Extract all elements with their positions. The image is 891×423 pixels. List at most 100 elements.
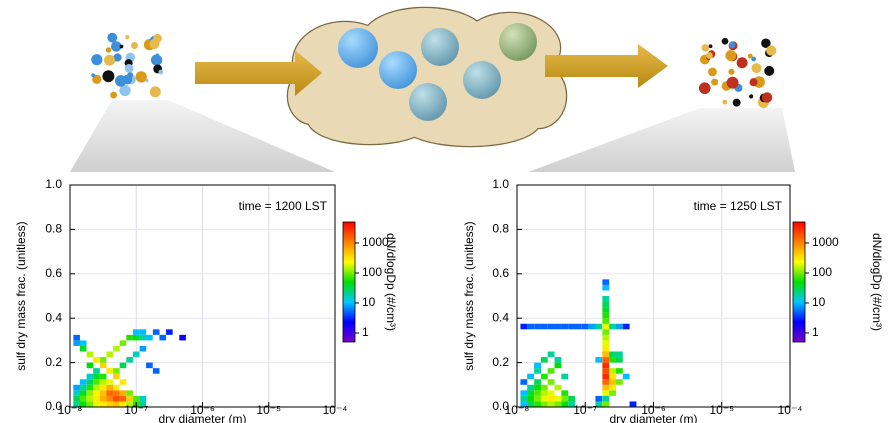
particle <box>130 41 139 50</box>
particle <box>103 54 115 66</box>
heatmap-cell <box>93 373 100 380</box>
heatmap-cell <box>99 390 107 396</box>
particle <box>102 70 115 83</box>
heatmap-cell <box>602 340 610 346</box>
arrow <box>545 44 668 88</box>
heatmap-cell <box>139 345 147 352</box>
heatmap-cell <box>602 312 610 319</box>
particle <box>751 56 757 62</box>
particle <box>110 41 122 52</box>
particle <box>708 44 713 49</box>
heatmap-cell <box>622 323 630 330</box>
heatmap-cell <box>119 401 127 407</box>
heatmap-cell <box>534 395 541 402</box>
heatmap-cell <box>520 379 528 385</box>
y-tick-label: 0.2 <box>45 355 62 369</box>
heatmap-cell <box>561 373 569 380</box>
heatmap-cell <box>547 379 555 385</box>
heatmap-cell <box>99 357 107 363</box>
y-tick-label: 0.8 <box>45 222 62 236</box>
heatmap-cell <box>79 340 87 346</box>
x-axis-label: dry diameter (m) <box>158 412 246 423</box>
heatmap-cell <box>547 390 555 396</box>
y-tick-label: 0.2 <box>492 355 509 369</box>
heatmap-cell <box>86 351 94 358</box>
particle <box>747 53 753 59</box>
particle <box>766 45 777 56</box>
particle <box>736 57 748 69</box>
heatmap-cell <box>602 368 610 374</box>
x-tick-label: 10⁻⁷ <box>124 403 148 417</box>
heatmap-cell <box>113 395 120 402</box>
heatmap-cell <box>79 345 87 352</box>
heatmap-cell <box>527 390 534 396</box>
heatmap-cell <box>527 323 534 330</box>
colorbar-label: dN/dlogDp (#/cm³) <box>384 233 398 331</box>
heatmap-cell <box>534 390 541 396</box>
heatmap-cell <box>602 323 610 330</box>
heatmap-cell <box>113 373 120 380</box>
particle <box>701 44 710 52</box>
heatmap-cell <box>540 323 548 330</box>
x-tick-label: 10⁻⁴ <box>778 403 803 417</box>
colorbar-tick-label: 1000 <box>812 235 839 249</box>
particle <box>158 69 164 75</box>
heatmap-cell <box>86 395 94 402</box>
heatmap-cell <box>554 357 562 363</box>
heatmap-cell <box>554 384 562 391</box>
heatmap-cell <box>609 368 616 374</box>
y-axis-label: sulf dry mass frac. (unitless) <box>14 221 28 370</box>
heatmap-cell <box>527 384 534 391</box>
particle <box>722 99 728 105</box>
droplet <box>463 61 501 99</box>
droplet <box>421 28 459 66</box>
heatmap-cell <box>139 395 147 402</box>
heatmap-cell <box>540 401 548 407</box>
annotation: time = 1200 LST <box>239 199 328 213</box>
heatmap-cell <box>602 296 610 302</box>
heatmap-cell <box>602 279 610 285</box>
particle <box>153 33 162 43</box>
heatmap-cell <box>520 323 528 330</box>
heatmap-cell <box>568 323 576 330</box>
heatmap-cell <box>615 368 623 374</box>
zoom-fan <box>70 100 335 172</box>
particle <box>721 37 729 45</box>
heatmap-cell <box>86 384 94 391</box>
y-tick-label: 0.6 <box>45 266 62 280</box>
particle <box>113 53 122 62</box>
heatmap-cell <box>575 323 582 330</box>
heatmap-cell <box>146 334 153 341</box>
x-tick-label: 10⁻⁷ <box>573 403 597 417</box>
particle <box>711 78 719 86</box>
heatmap-cell <box>93 390 100 396</box>
heatmap-cell <box>73 334 80 341</box>
heatmap-cell <box>602 373 610 380</box>
heatmap-cell <box>609 384 616 391</box>
heatmap-cell <box>554 362 562 369</box>
heatmap-cell <box>99 373 107 380</box>
heatmap-cell <box>126 390 133 396</box>
heatmap-cell <box>540 373 548 380</box>
heatmap-cell <box>595 401 603 407</box>
heatmap-cell <box>615 351 623 358</box>
heatmap-cell <box>132 351 140 358</box>
heatmap-cell <box>602 379 610 385</box>
particle <box>706 52 713 59</box>
heatmap-cell <box>527 373 534 380</box>
heatmap-cell <box>609 373 616 380</box>
heatmap-cell <box>139 329 147 335</box>
y-axis-label: sulf dry mass frac. (unitless) <box>462 221 476 370</box>
heatmap-cell <box>119 362 127 369</box>
x-tick-label: 10⁻⁸ <box>58 403 83 417</box>
y-tick-label: 0.4 <box>45 310 62 324</box>
annotation: time = 1250 LST <box>694 199 783 213</box>
heatmap-cell <box>561 401 569 407</box>
particle <box>149 86 161 98</box>
particle <box>749 94 754 99</box>
particle <box>91 54 103 66</box>
particle <box>708 67 717 77</box>
heatmap-cell <box>126 401 133 407</box>
